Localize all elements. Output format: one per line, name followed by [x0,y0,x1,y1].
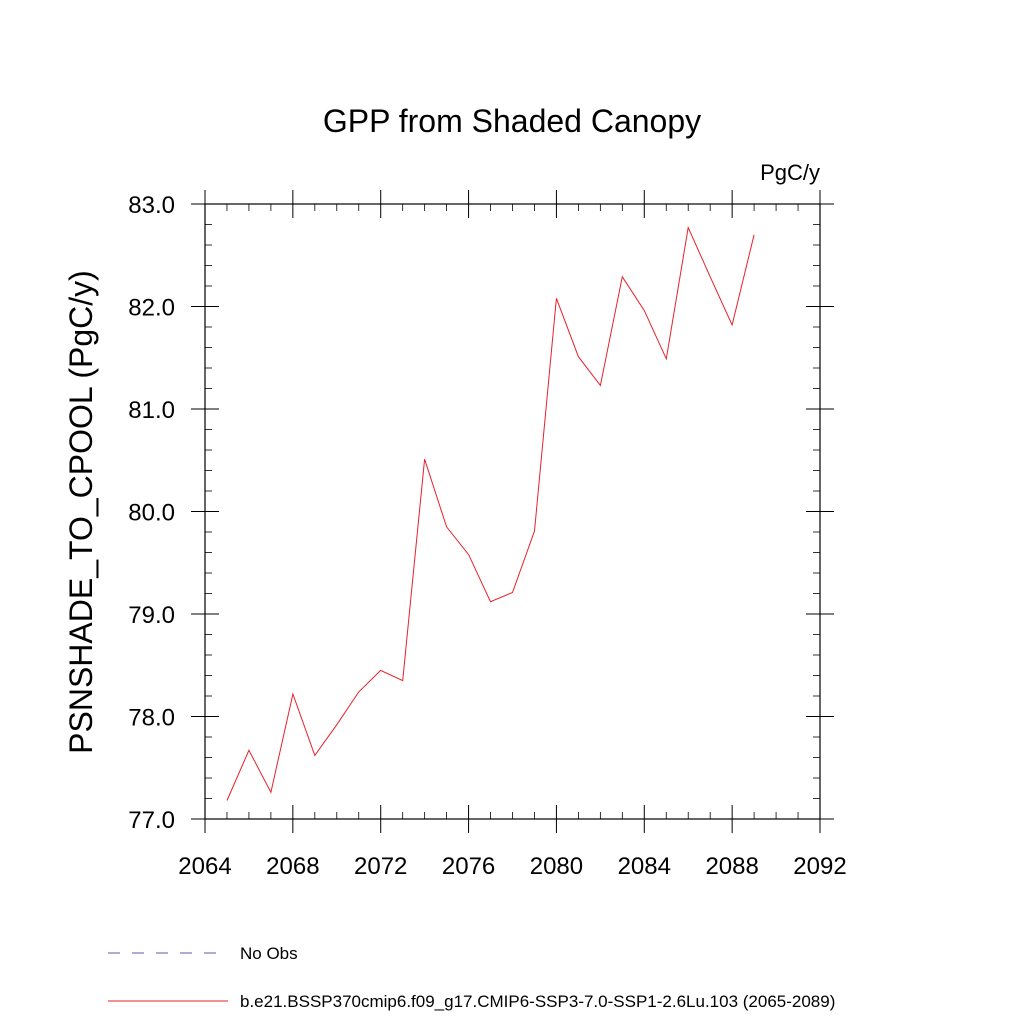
units-label: PgC/y [760,160,820,185]
chart-title: GPP from Shaded Canopy [323,103,701,139]
x-tick-label: 2072 [354,853,407,880]
x-tick-label: 2092 [793,853,846,880]
y-tick-label: 79.0 [128,602,175,629]
y-tick-label: 81.0 [128,397,175,424]
axis-ticks: 2064 2068 2072 2076 2080 2084 2088 2092 77.0 78.0… [128,190,847,880]
y-tick-label: 78.0 [128,705,175,732]
y-axis-label: PSNSHADE_TO_CPOOL (PgC/y) [63,270,99,754]
legend-label-no-obs: No Obs [240,944,298,963]
x-tick-label: 2064 [178,853,231,880]
x-tick-label: 2084 [618,853,671,880]
x-tick-label: 2088 [705,853,758,880]
plot-frame [204,203,821,820]
x-tick-label: 2076 [442,853,495,880]
y-tick-label: 77.0 [128,807,175,834]
y-tick-label: 80.0 [128,500,175,527]
legend-label-model: b.e21.BSSP370cmip6.f09_g17.CMIP6-SSP3-7.… [240,992,835,1011]
y-tick-label: 83.0 [128,192,175,219]
legend: No Obs b.e21.BSSP370cmip6.f09_g17.CMIP6-… [108,944,835,1011]
x-tick-label: 2068 [266,853,319,880]
y-tick-label: 82.0 [128,295,175,322]
series-line [226,225,755,801]
series-lines [226,225,755,801]
x-tick-label: 2080 [530,853,583,880]
